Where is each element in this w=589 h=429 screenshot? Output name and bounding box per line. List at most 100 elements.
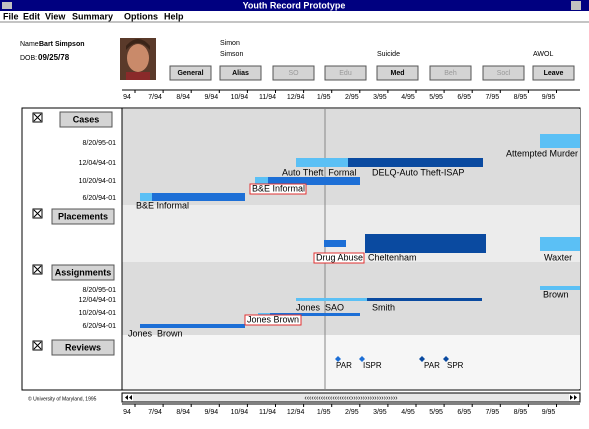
event-label: Drug Abuse [316, 252, 363, 262]
event-label: B&E Informal [136, 200, 189, 210]
tick-label: 2/95 [345, 409, 359, 416]
tick-label: 9/94 [204, 94, 218, 101]
tab-note: AWOL [533, 51, 553, 58]
tick-label: 9/95 [542, 409, 556, 416]
menu-item[interactable]: Edit [23, 11, 40, 21]
tick-label: 10/94 [231, 409, 249, 416]
tab-label: SO [288, 70, 299, 77]
tick-label: 11/94 [259, 94, 276, 101]
tick-label: 94 [123, 94, 131, 101]
row-label: 8/20/95-01 [83, 140, 117, 147]
tick-label: 5/95 [429, 94, 443, 101]
event-label: Attempted Murder [506, 148, 578, 158]
tick-label: 4/95 [401, 94, 415, 101]
tab-label: Beh [444, 70, 457, 77]
event-bar[interactable] [296, 298, 367, 301]
event-label: Jones Brown [128, 328, 183, 338]
event-bar[interactable] [324, 240, 346, 247]
menu-item[interactable]: Options [124, 11, 158, 21]
tick-label: 7/95 [485, 94, 499, 101]
window: Youth Record Prototype File Edit View Su… [0, 0, 589, 429]
tick-label: 94 [123, 409, 131, 416]
tick-label: 7/94 [148, 94, 162, 101]
tab-label: Edu [339, 70, 352, 77]
event-bar[interactable] [348, 158, 483, 167]
facet-label: Placements [58, 211, 108, 221]
tab-note: Simon [220, 40, 240, 47]
review-label: PAR [424, 361, 440, 370]
tick-label: 6/95 [457, 409, 471, 416]
dob-label: DOB: [20, 55, 37, 62]
tick-label: 8/95 [514, 409, 528, 416]
event-label: Jones SAO [296, 302, 344, 312]
tick-label: 6/95 [457, 94, 471, 101]
copyright: © University of Maryland, 1995 [28, 395, 97, 402]
tick-label: 3/95 [373, 94, 387, 101]
tab-label: Socl [497, 70, 511, 77]
tick-label: 10/94 [231, 94, 249, 101]
tick-label: 12/94 [287, 409, 305, 416]
tab-label: Leave [544, 70, 564, 77]
event-bar[interactable] [296, 158, 348, 167]
tick-label: 12/94 [287, 94, 305, 101]
tick-label: 1/95 [317, 94, 331, 101]
menu-item[interactable]: Summary [72, 11, 113, 21]
scroll-hint: ‹‹‹‹‹‹‹‹‹‹‹‹‹‹‹‹‹‹‹‹›››››››››››››››››››› [304, 395, 398, 402]
menu-item[interactable]: Help [164, 11, 184, 21]
tick-label: 8/94 [176, 94, 190, 101]
row-label: 12/04/94-01 [79, 160, 116, 167]
dob: 09/25/78 [38, 53, 70, 62]
event-bar[interactable] [540, 237, 580, 251]
facet-label: Cases [73, 114, 100, 124]
event-bar[interactable] [365, 234, 486, 253]
tick-label: 7/95 [485, 409, 499, 416]
event-label: B&E Informal [252, 183, 305, 193]
tick-label: 5/95 [429, 409, 443, 416]
tab-label: Alias [232, 70, 249, 77]
tick-label: 3/95 [373, 409, 387, 416]
review-label: SPR [447, 361, 464, 370]
row-label: 6/20/94-01 [83, 323, 117, 330]
event-label: Smith [372, 302, 395, 312]
menu-item[interactable]: View [45, 11, 66, 21]
minimize-button[interactable] [571, 1, 581, 10]
tick-label: 7/94 [148, 409, 162, 416]
event-label: Jones Brown [247, 314, 299, 324]
tick-label: 4/95 [401, 409, 415, 416]
tick-label: 1/95 [317, 409, 331, 416]
facet-label: Assignments [55, 267, 112, 277]
event-label: Cheltenham [368, 252, 417, 262]
tab-note: Simson [220, 51, 243, 58]
axis-top: 94 7/94 8/94 9/94 10/94 11/94 12/94 1/95 2/95 3/9… [123, 90, 556, 101]
body: Youth Record Prototype File Edit View Su… [0, 0, 589, 429]
tick-label: 8/95 [514, 94, 528, 101]
name: Bart Simpson [39, 41, 85, 48]
row-label: 12/04/94-01 [79, 297, 116, 304]
tab-label: Med [391, 70, 405, 77]
event-bar[interactable] [540, 134, 580, 148]
tick-label: 9/94 [204, 409, 218, 416]
tab-label: General [177, 70, 203, 77]
tick-label: 8/94 [176, 409, 190, 416]
row-label: 8/20/95-01 [83, 287, 117, 294]
system-menu[interactable] [2, 2, 12, 9]
tab-bar: General Alias Simon Simson SO Edu Med Suicide Be… [170, 40, 574, 80]
photo [120, 38, 156, 80]
event-bar[interactable] [367, 298, 482, 301]
window-title: Youth Record Prototype [243, 0, 346, 10]
menu-bar: File Edit View Summary Options Help [3, 11, 184, 21]
row-label: 10/20/94-01 [79, 310, 116, 317]
event-label: Auto Theft Formal [282, 167, 356, 177]
facet-label: Reviews [65, 342, 101, 352]
page: Youth Record Prototype {"window":{"title… [0, 0, 589, 429]
review-label: PAR [336, 361, 352, 370]
tick-label: 11/94 [259, 409, 276, 416]
tick-label: 2/95 [345, 94, 359, 101]
row-label: 6/20/94-01 [83, 195, 117, 202]
menu-item[interactable]: File [3, 11, 19, 21]
event-label: DELQ-Auto Theft-ISAP [372, 167, 464, 177]
event-label: Waxter [544, 252, 572, 262]
review-label: ISPR [363, 361, 382, 370]
tab-note: Suicide [377, 51, 400, 58]
event-label: Brown [543, 289, 569, 299]
